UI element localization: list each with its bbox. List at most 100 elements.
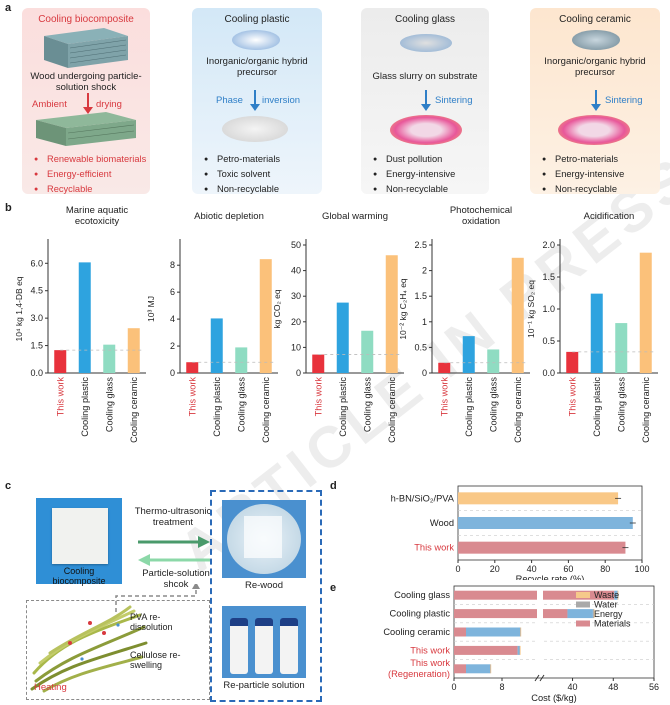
legend-swatch [576,611,590,617]
bar [458,541,626,554]
category-label: This work [410,658,450,668]
col1-title: Cooling biocomposite [38,14,134,25]
y-axis-label: 10⁻¹ kg SO₂ eq [526,280,536,338]
y-tick-label: 0 [422,368,427,378]
process-arrows [138,536,210,566]
y-tick-label: 0 [170,368,175,378]
stacked-bar-segment [454,664,466,674]
legend-swatch [576,620,590,627]
treated-wood-image [36,112,136,146]
axis-break-mark [534,674,540,682]
col1-desc: Wood undergoing particle-solution shock [30,71,142,93]
x-tick-label: 0 [451,682,456,692]
col4-title: Cooling ceramic [559,14,631,25]
stacked-bar-segment [466,627,520,637]
y-tick-label: 4.5 [30,286,43,296]
x-tick-label: This work [313,377,323,417]
x-tick-label: 40 [527,564,537,574]
arrow-bottom-label: Particle-solution shcok [142,568,210,590]
cost-chart: Cooling glass Cooling plastic Cooling cera… [383,585,659,703]
y-tick-label: 20 [291,317,301,327]
chart-title: Global warming [322,211,388,222]
rewood-label: Re-wood [244,580,284,591]
y-tick-label: 3.0 [30,313,43,323]
x-tick-label: Cooling ceramic [641,377,651,443]
bar [235,347,248,373]
y-tick-label: 6.0 [30,258,43,268]
x-tick-label: Cooling ceramic [261,377,271,443]
bar [127,328,140,373]
x-tick-label: 48 [608,682,618,692]
fiber-bundle-image [30,605,148,693]
bar [103,344,116,373]
y-tick-label: 2.0 [542,240,555,250]
bar [590,293,603,373]
panel-a-label: a [5,2,12,14]
bar [639,252,652,373]
y-axis-label: 10⁴ kg 1,4-DB eq [14,276,24,341]
sintered-glass-image [390,115,462,145]
x-tick-label: This work [187,377,197,417]
category-label: This work [414,543,454,553]
y-axis-label: 10⁻² kg C₂H₄ eq [398,278,408,340]
col3-bullet-2: Energy-intensive [373,167,455,182]
bar [566,351,579,373]
glass-disc-image [400,34,452,52]
recycle-rate-chart: h-BN/SiO₂/PVA Wood This work 0 20 40 60 80 100 Re… [391,485,650,580]
col1-process-right: drying [96,99,122,110]
col2-bullet-1: Petro-materials [204,152,280,167]
connector-arrow [115,584,200,612]
cellulose-label: Cellulose re-swelling [130,650,181,670]
plastic-film-image [222,116,288,142]
down-arrow-icon [250,90,260,111]
bar [511,257,524,373]
category-label: Cooling ceramic [383,627,450,637]
col4-bullet-1: Petro-materials [542,152,624,167]
x-tick-label: 0 [455,564,460,574]
y-axis-label: kg CO₂ eq [272,289,282,328]
x-tick-label: 8 [499,682,504,692]
col3-process: Sintering [435,95,473,106]
stacked-bar-segment [454,590,615,600]
col3-bullet-1: Dust pollution [373,152,455,167]
y-tick-label: 30 [291,291,301,301]
bar [462,336,475,373]
y-tick-label: 1 [422,317,427,327]
y-tick-label: 6 [170,287,175,297]
legend-swatch [576,601,590,608]
col3-bullets: Dust pollution Energy-intensive Non-recy… [373,152,455,197]
reparticle-label: Re-particle solution [223,680,305,691]
y-tick-label: 1.5 [414,291,427,301]
bar [615,323,628,373]
panel-b-label: b [5,202,12,214]
x-tick-label: 80 [600,564,610,574]
category-label: Wood [430,518,454,528]
col4-process: Sintering [605,95,643,106]
precursor-disc-image [232,30,280,50]
panel-d-label: d [330,480,337,492]
sample-label: Cooling biocomposite [52,566,106,586]
y-tick-label: 4 [170,314,175,324]
category-label: h-BN/SiO₂/PVA [391,493,455,503]
y-tick-label: 2.5 [414,240,427,250]
x-tick-label: Cooling plastic [338,377,348,437]
down-arrow-icon [83,93,93,114]
y-tick-label: 0 [296,368,301,378]
col2-title: Cooling plastic [224,14,290,25]
x-tick-label: 56 [649,682,659,692]
stacked-bar-segment [593,609,595,619]
biocomposite-sample-image [52,508,108,564]
x-tick-label: Cooling glass [362,377,372,433]
y-tick-label: 10 [291,342,301,352]
stacked-bar-segment [592,609,594,619]
x-tick-label: Cooling plastic [212,377,222,437]
legend-label: Water [594,600,618,610]
y-tick-label: 2 [170,341,175,351]
y-tick-label: 1.0 [542,304,555,314]
col1-bullet-2: Energy-efficient [34,167,146,182]
legend-label: Waste [594,590,619,600]
col2-process-right: inversion [262,95,301,106]
x-tick-label: 40 [568,682,578,692]
category-label: Cooling glass [394,590,450,600]
